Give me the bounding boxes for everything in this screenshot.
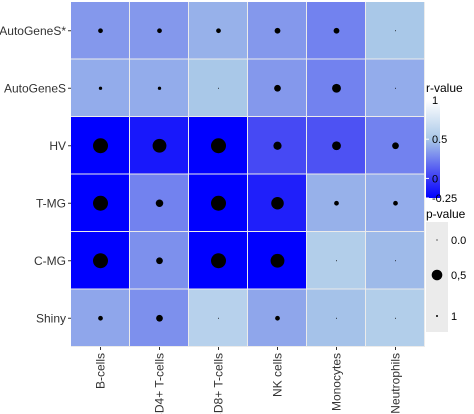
p-value-dot	[153, 139, 167, 153]
p-value-dot	[211, 138, 226, 153]
x-tick-label: Monocytes	[330, 353, 344, 411]
heatmap-cell	[366, 60, 424, 117]
p-value-dot	[274, 85, 281, 92]
p-value-dot	[98, 28, 103, 33]
y-tick-label: AutoGeneS*	[0, 24, 66, 38]
p-value-dot	[336, 260, 337, 261]
p-value-dot	[392, 142, 399, 149]
color-legend-tick-label: -0.25	[432, 193, 457, 205]
p-value-dot	[99, 87, 102, 90]
heatmap-cell	[189, 290, 247, 347]
p-value-dot	[93, 196, 108, 211]
y-tick-label: HV	[49, 139, 66, 153]
p-value-dot	[156, 257, 163, 264]
p-value-dot	[395, 88, 396, 89]
y-tick-label: T-MG	[36, 196, 66, 210]
p-value-dot	[98, 316, 103, 321]
x-tick-label: B-cells	[94, 353, 108, 389]
p-value-dot	[336, 318, 337, 319]
size-legend: p-value 0.0 0,5 1	[426, 207, 466, 332]
p-value-dot	[395, 260, 396, 261]
color-legend-tick-label: 0	[432, 173, 438, 185]
x-tick-label: Neutrophils	[389, 353, 403, 414]
heatmap-cell	[366, 232, 424, 289]
size-legend-dot	[436, 315, 438, 317]
size-legend-label: 0.0	[451, 235, 466, 247]
p-value-dot	[275, 316, 280, 321]
p-value-dot	[218, 318, 219, 319]
p-value-dot	[273, 142, 281, 150]
color-legend-tick-label: 0.5	[432, 134, 447, 146]
y-axis: AutoGeneS* AutoGeneS HV T-MG C-MG Shiny	[0, 24, 71, 326]
heatmap-cell	[307, 290, 365, 347]
p-value-dot	[156, 315, 163, 322]
p-value-dot	[218, 88, 219, 89]
y-tick-label: AutoGeneS	[4, 81, 66, 95]
heatmap-cell	[366, 2, 424, 59]
p-value-dot	[158, 87, 161, 90]
p-value-dot	[271, 197, 284, 210]
p-value-dot	[93, 138, 108, 153]
size-legend-title: p-value	[426, 207, 466, 221]
x-tick-label: CD4+ T-cells	[153, 353, 167, 414]
heatmap-cell	[366, 290, 424, 347]
heatmap-cell	[307, 232, 365, 289]
color-legend-tick-label: 1	[432, 95, 438, 107]
color-legend-title: r-value	[426, 81, 463, 95]
size-legend-dot	[436, 239, 437, 240]
p-value-dot	[332, 84, 341, 93]
x-tick-label: CD8+ T-cells	[212, 353, 226, 414]
p-value-dot	[211, 253, 226, 268]
size-legend-dot	[432, 270, 443, 281]
p-value-dot	[275, 28, 281, 34]
p-value-dot	[334, 201, 339, 206]
x-axis: B-cells CD4+ T-cells CD8+ T-cells NK cells M…	[94, 347, 403, 414]
p-value-dot	[93, 253, 108, 268]
size-legend-label: 1	[451, 311, 457, 323]
p-value-dot	[332, 141, 341, 150]
heatmap-cell	[189, 60, 247, 117]
y-tick-label: Shiny	[36, 311, 66, 325]
x-tick-label: NK cells	[271, 353, 285, 397]
p-value-dot	[271, 254, 285, 268]
p-value-dot	[395, 318, 396, 319]
p-value-dot	[157, 28, 162, 33]
color-legend: r-value 1 0.5 0 -0.25	[426, 81, 463, 205]
p-value-dot	[393, 201, 398, 206]
p-value-dot	[211, 196, 226, 211]
y-tick-label: C-MG	[34, 254, 66, 268]
p-value-dot	[334, 28, 340, 34]
size-legend-label: 0,5	[451, 270, 466, 282]
p-value-dot	[156, 200, 164, 208]
p-value-dot	[216, 28, 221, 33]
p-value-dot	[395, 30, 396, 31]
